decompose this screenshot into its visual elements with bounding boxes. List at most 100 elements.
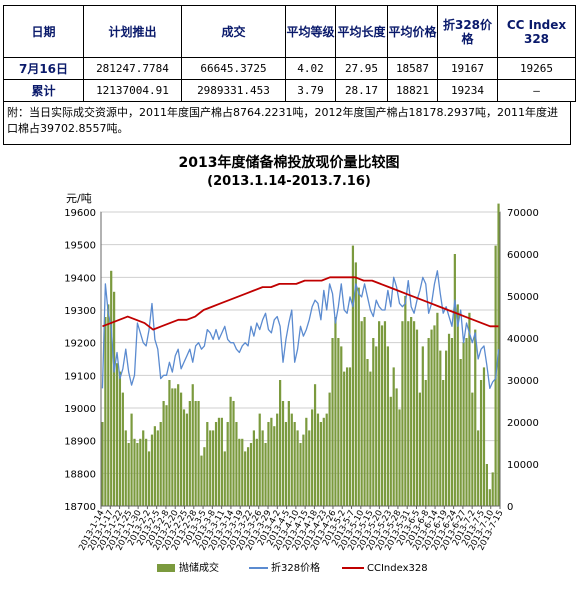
bar: [142, 430, 145, 506]
bar: [212, 430, 215, 506]
left-tick-label: 19300: [64, 306, 96, 317]
header-date: 日期: [3, 5, 84, 58]
right-tick-label: 60000: [507, 250, 539, 261]
cell-planned: 12137004.91: [83, 79, 182, 102]
bar: [404, 296, 407, 506]
header-avg-grade: 平均等级: [285, 5, 336, 58]
bar: [179, 392, 183, 506]
bar: [246, 447, 250, 506]
bar: [177, 384, 180, 506]
bar: [325, 413, 328, 506]
bar: [206, 422, 209, 506]
cell-planned: 281247.7784: [83, 57, 182, 80]
bar: [118, 371, 122, 506]
bar: [156, 430, 159, 506]
bar: [159, 422, 162, 506]
bar: [197, 401, 200, 506]
header-planned: 计划推出: [83, 5, 182, 58]
bar: [223, 451, 226, 506]
bar: [459, 359, 462, 506]
bar: [229, 396, 232, 506]
bar: [165, 405, 168, 506]
bar: [241, 438, 244, 506]
bar: [430, 329, 433, 506]
bar: [249, 443, 253, 506]
bar: [331, 338, 334, 506]
bar: [465, 338, 468, 506]
right-tick-label: 0: [507, 502, 513, 513]
legend-label-price-328: 折328价格: [271, 561, 320, 574]
bar: [220, 417, 223, 506]
header-cc-index: CC Index 328: [497, 5, 576, 58]
left-tick-label: 19000: [64, 404, 96, 415]
bar: [357, 287, 360, 506]
bar: [232, 401, 235, 506]
bar: [299, 443, 302, 506]
bar: [398, 409, 401, 506]
bar: [226, 422, 229, 506]
bar: [191, 384, 194, 506]
bar: [290, 413, 293, 506]
bar: [375, 346, 378, 506]
bar: [270, 417, 273, 506]
bar: [383, 321, 387, 506]
left-tick-label: 19100: [64, 371, 96, 382]
cell-price-328: 19167: [437, 57, 498, 80]
bar: [316, 413, 320, 506]
bar: [351, 245, 355, 506]
bar: [442, 380, 445, 506]
bar: [468, 312, 471, 506]
table-row: 累计 12137004.91 2989331.453 3.79 28.17 18…: [3, 79, 576, 102]
bar: [110, 270, 113, 506]
bar: [343, 371, 346, 506]
bar: [255, 438, 258, 506]
left-tick-label: 19200: [64, 339, 96, 350]
bar: [401, 321, 404, 506]
bar: [244, 451, 247, 506]
table-row: 7月16日 281247.7784 66645.3725 4.02 27.95 …: [3, 57, 576, 80]
bar: [488, 489, 491, 506]
left-tick-label: 18800: [64, 469, 96, 480]
bar: [136, 443, 139, 506]
bar: [174, 388, 177, 506]
legend-swatch-bars: [157, 564, 175, 572]
bar: [340, 346, 343, 506]
bar: [366, 359, 369, 506]
right-tick-label: 70000: [507, 208, 539, 219]
bar: [471, 392, 474, 506]
bar: [115, 363, 119, 506]
bar: [345, 367, 349, 506]
table-note: 附：当日实际成交资源中，2011年度国产棉占8764.2231吨，2012年度国…: [3, 101, 571, 145]
y-axis-unit: 元/吨: [66, 192, 92, 205]
bar: [147, 451, 151, 506]
bar: [369, 371, 372, 506]
bar: [386, 346, 389, 506]
cell-avg-price: 18587: [387, 57, 438, 80]
bar: [407, 321, 410, 506]
cell-avg-length: 27.95: [335, 57, 388, 80]
bar: [363, 317, 366, 506]
bar: [421, 346, 424, 506]
bar: [150, 434, 154, 506]
bar: [305, 417, 308, 506]
bar: [412, 321, 416, 506]
right-tick-label: 10000: [507, 460, 539, 471]
bar: [474, 329, 477, 506]
bar: [328, 392, 331, 506]
bar: [477, 430, 480, 506]
bar: [453, 254, 456, 506]
bar: [171, 388, 174, 506]
cell-date: 累计: [3, 79, 84, 102]
bar: [203, 447, 206, 506]
bar: [424, 380, 427, 506]
bar: [389, 396, 392, 506]
bar: [439, 350, 442, 506]
cell-avg-price: 18821: [387, 79, 438, 102]
bar: [101, 422, 104, 506]
bar: [462, 342, 465, 506]
bar: [124, 430, 127, 506]
bar: [447, 333, 451, 506]
left-tick-label: 19600: [64, 208, 96, 219]
bar: [334, 317, 337, 506]
bar: [133, 438, 136, 506]
